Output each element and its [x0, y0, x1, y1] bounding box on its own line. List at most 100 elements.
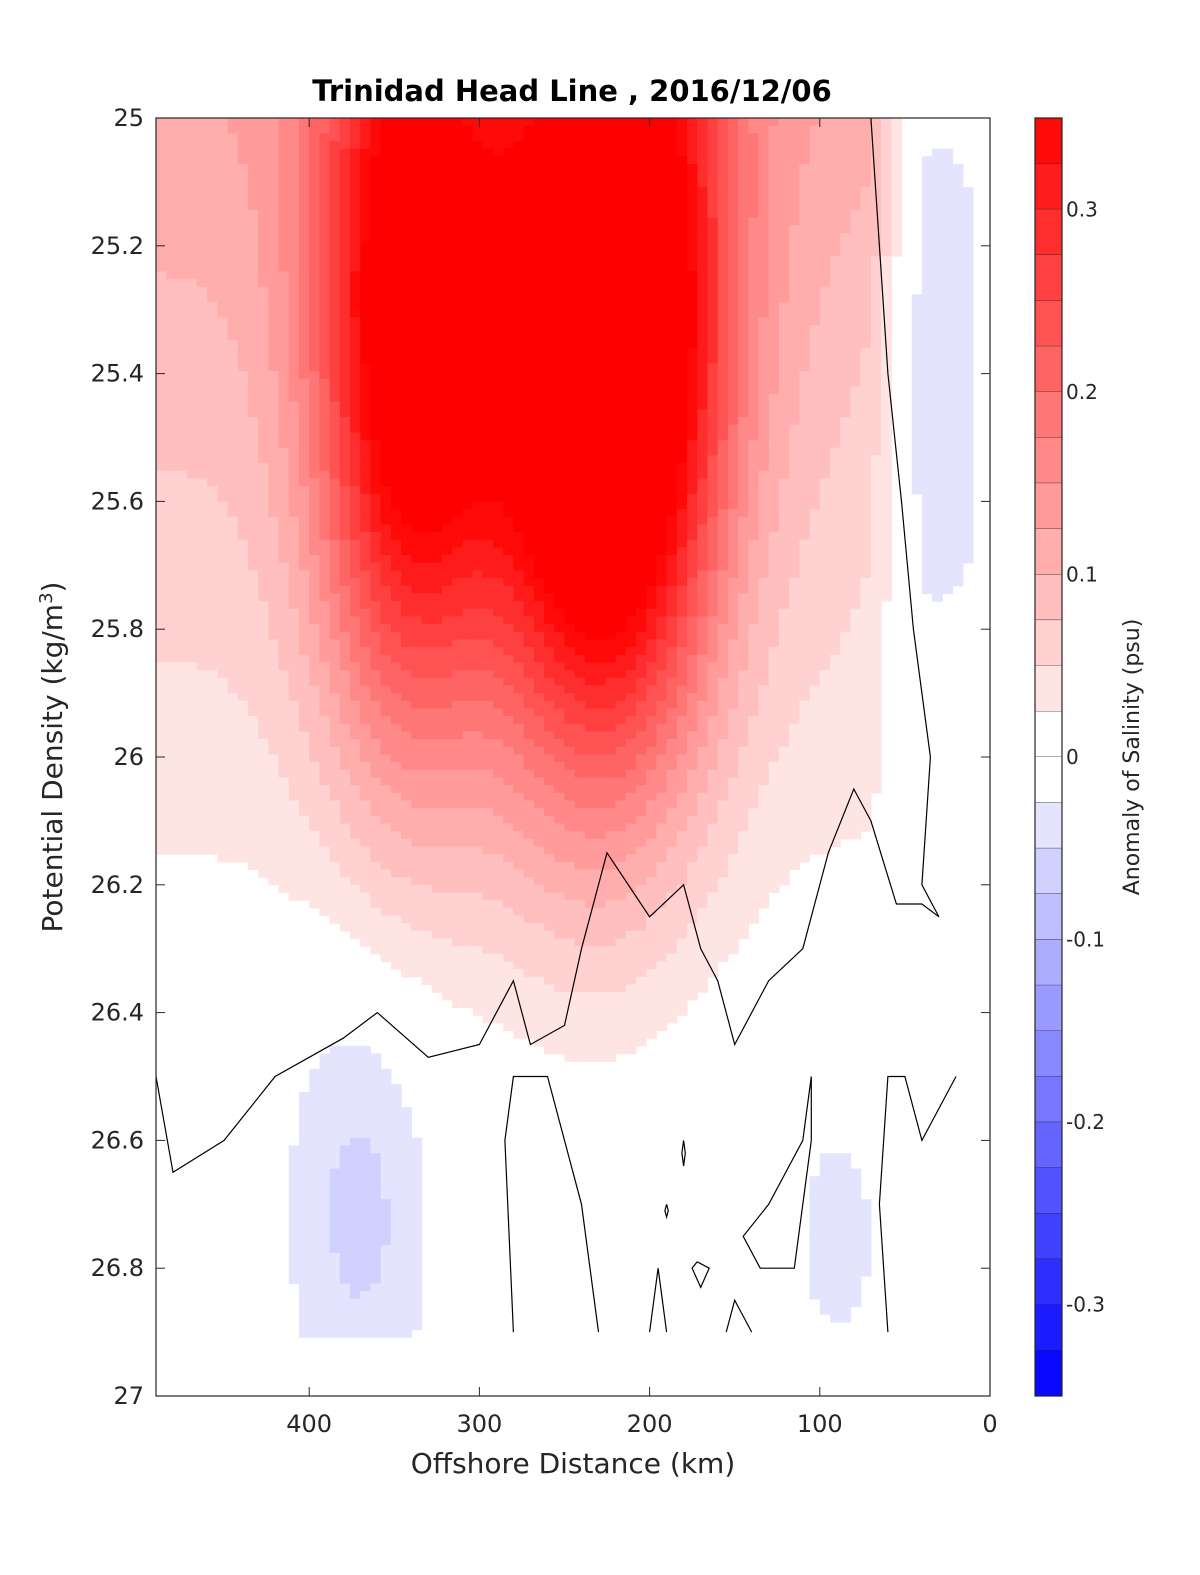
field-cell [401, 1291, 412, 1300]
field-cell [370, 286, 382, 295]
field-cell [247, 631, 259, 641]
field-cell [493, 647, 504, 656]
field-cell [360, 1222, 372, 1231]
field-cell [258, 317, 269, 326]
field-cell [166, 141, 178, 150]
field-cell [431, 631, 443, 641]
field-cell [166, 133, 178, 142]
field-cell [482, 769, 494, 779]
field-cell [247, 762, 259, 771]
field-cell [278, 348, 290, 357]
field-cell [462, 171, 474, 180]
field-cell [472, 861, 484, 871]
field-cell [431, 976, 443, 986]
field-cell [513, 386, 525, 395]
field-cell [544, 256, 555, 265]
field-cell [482, 930, 494, 940]
field-cell [156, 133, 167, 142]
field-cell [156, 555, 167, 564]
field-cell [513, 739, 525, 748]
field-cell [227, 355, 239, 364]
field-cell [390, 133, 402, 142]
field-cell [227, 470, 239, 479]
field-cell [319, 1191, 331, 1200]
field-cell [411, 631, 423, 641]
field-cell [309, 1275, 320, 1285]
field-cell [360, 1229, 372, 1239]
field-cell [493, 194, 504, 203]
field-cell [564, 647, 576, 656]
field-cell [513, 892, 525, 901]
field-cell [319, 1252, 331, 1262]
field-cell [156, 769, 167, 779]
field-cell [268, 854, 280, 863]
field-cell [339, 1114, 351, 1124]
field-cell [503, 294, 515, 303]
field-cell [523, 769, 535, 779]
field-cell [186, 647, 198, 656]
field-cell [207, 593, 218, 602]
field-cell [176, 670, 188, 679]
field-cell [503, 340, 515, 349]
field-cell [554, 202, 566, 211]
field-cell [176, 125, 188, 134]
field-cell [544, 953, 555, 963]
field-cell [513, 539, 525, 549]
field-cell [390, 754, 402, 763]
field-cell [360, 1291, 372, 1300]
field-cell [411, 509, 423, 518]
field-cell [156, 447, 167, 456]
field-cell [268, 194, 280, 203]
field-cell [156, 800, 167, 809]
field-cell [309, 386, 320, 395]
field-cell [441, 831, 453, 840]
field-cell [350, 800, 361, 809]
field-cell [380, 1114, 392, 1124]
field-cell [227, 501, 239, 510]
field-cell [554, 187, 566, 196]
field-cell [523, 693, 535, 702]
field-cell [452, 976, 463, 986]
field-cell [380, 455, 392, 464]
field-cell [207, 133, 218, 142]
field-cell [472, 225, 484, 234]
field-cell [411, 723, 423, 733]
field-cell [360, 202, 372, 211]
field-cell [441, 547, 453, 556]
field-cell [329, 271, 341, 280]
field-cell [544, 348, 555, 357]
field-cell [217, 808, 229, 817]
field-cell [339, 1314, 351, 1323]
field-cell [309, 838, 320, 848]
field-cell [544, 401, 555, 410]
field-cell [431, 984, 443, 993]
field-cell [452, 769, 463, 779]
field-cell [196, 171, 208, 180]
field-cell [462, 187, 474, 196]
field-cell [513, 233, 525, 242]
field-cell [503, 861, 515, 871]
field-cell [319, 1298, 331, 1308]
field-cell [513, 171, 525, 180]
field-cell [176, 677, 188, 687]
field-cell [482, 248, 494, 257]
field-cell [319, 900, 331, 909]
field-cell [309, 777, 320, 786]
field-cell [452, 233, 463, 242]
field-cell [176, 739, 188, 748]
field-cell [462, 624, 474, 633]
field-cell [401, 1329, 412, 1338]
field-cell [472, 677, 484, 687]
field-cell [196, 815, 208, 825]
field-cell [390, 1122, 402, 1131]
field-cell [319, 562, 331, 572]
field-cell [196, 493, 208, 502]
field-cell [523, 608, 535, 618]
field-cell [360, 731, 372, 740]
field-cell [350, 815, 361, 825]
field-cell [207, 716, 218, 725]
field-cell [339, 1068, 351, 1078]
field-cell [309, 685, 320, 694]
field-cell [401, 1137, 412, 1147]
field-cell [401, 1222, 412, 1231]
